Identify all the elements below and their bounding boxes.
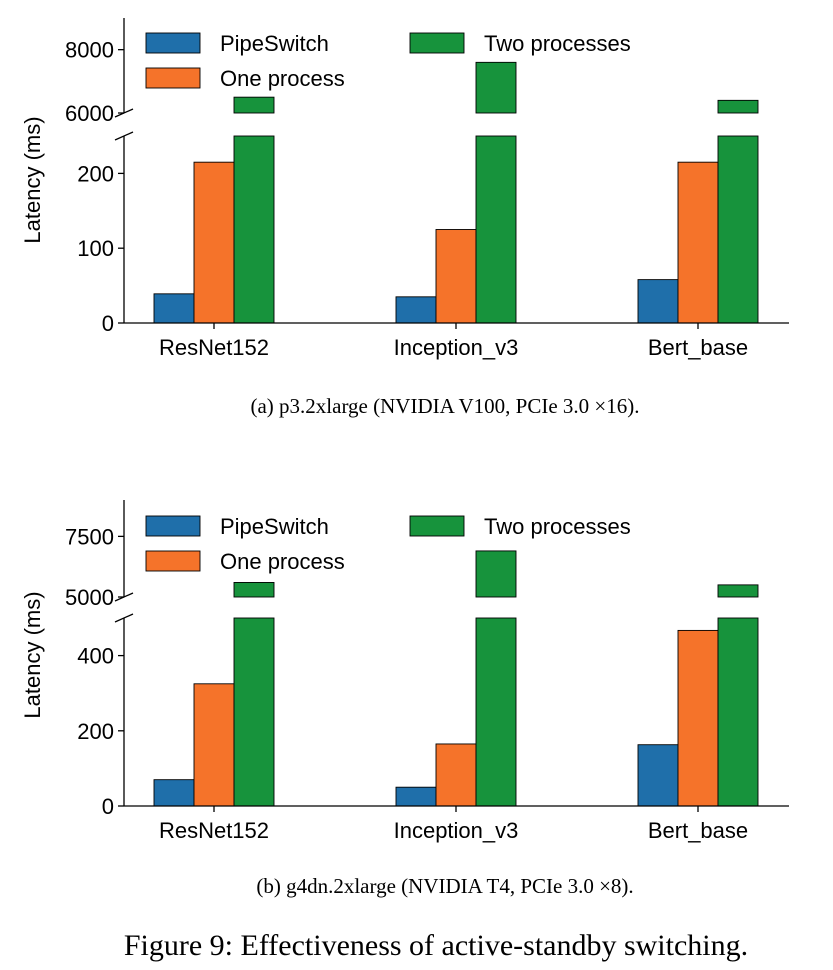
bar — [395, 786, 437, 807]
caption-a: (a) p3.2xlarge (NVIDIA V100, PCIe 3.0 ×1… — [250, 394, 639, 418]
bar — [637, 744, 679, 807]
bar — [637, 279, 679, 324]
bar — [475, 550, 517, 598]
legend-swatch — [145, 67, 201, 89]
bar — [677, 629, 719, 807]
x-tick-label: Bert_base — [648, 335, 748, 360]
bar — [153, 293, 195, 324]
bar — [435, 743, 477, 807]
legend-label: PipeSwitch — [220, 31, 329, 56]
bar — [435, 229, 477, 324]
legend-label: One process — [220, 549, 345, 574]
y-tick-label: 5000 — [65, 585, 114, 610]
y-tick-label: 6000 — [65, 101, 114, 126]
caption-b: (b) g4dn.2xlarge (NVIDIA T4, PCIe 3.0 ×8… — [256, 874, 633, 898]
legend-swatch — [145, 550, 201, 572]
y-tick-label: 0 — [102, 311, 114, 336]
bar — [233, 617, 275, 807]
bar — [475, 61, 517, 114]
bar — [717, 617, 759, 807]
bar — [717, 584, 759, 598]
bar — [233, 582, 275, 598]
y-tick-label: 200 — [77, 719, 114, 744]
bar — [677, 161, 719, 324]
bar — [153, 779, 195, 807]
x-tick-label: Inception_v3 — [394, 818, 519, 843]
legend-swatch — [409, 32, 465, 54]
chart-a: 0 100 200 6000 8000 ResNet152 Inception_v3 Bert… — [20, 18, 789, 360]
y-tick-label: 200 — [77, 161, 114, 186]
y-tick-label: 7500 — [65, 524, 114, 549]
axis-break-mark — [114, 131, 134, 141]
bar — [475, 135, 517, 324]
x-tick-label: ResNet152 — [159, 818, 269, 843]
bar — [475, 617, 517, 807]
bar — [193, 161, 235, 324]
chart-b: 0 200 400 5000 7500 ResNet152 Inception_v3 Bert… — [20, 500, 789, 843]
bar — [193, 683, 235, 807]
bar — [233, 96, 275, 114]
legend-label: Two processes — [484, 514, 631, 539]
y-tick-label: 0 — [102, 794, 114, 819]
bar — [395, 296, 437, 324]
y-tick-label: 100 — [77, 236, 114, 261]
legend-swatch — [145, 32, 201, 54]
legend-label: Two processes — [484, 31, 631, 56]
bar — [717, 99, 759, 114]
axis-break-mark — [114, 613, 134, 623]
bar — [233, 135, 275, 324]
legend-swatch — [409, 515, 465, 537]
y-tick-label: 400 — [77, 644, 114, 669]
bar — [717, 135, 759, 324]
x-tick-label: Inception_v3 — [394, 335, 519, 360]
legend-label: One process — [220, 66, 345, 91]
legend-label: PipeSwitch — [220, 514, 329, 539]
x-tick-label: ResNet152 — [159, 335, 269, 360]
y-tick-label: 8000 — [65, 38, 114, 63]
x-tick-label: Bert_base — [648, 818, 748, 843]
figure-caption: Figure 9: Effectiveness of active-standb… — [124, 929, 748, 962]
y-axis-label: Latency (ms) — [20, 591, 45, 718]
legend-swatch — [145, 515, 201, 537]
y-axis-label: Latency (ms) — [20, 116, 45, 243]
